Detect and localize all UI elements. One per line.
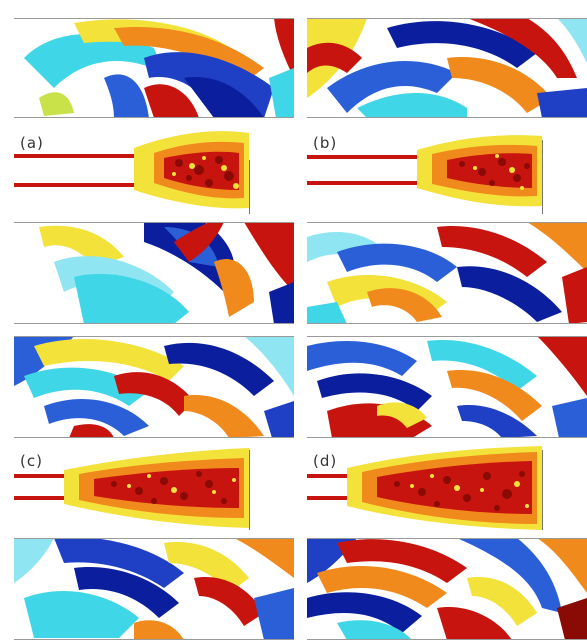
acoustic-field-c-lower [14, 538, 294, 640]
label-b: (b) [313, 134, 338, 152]
acoustic-field-a-upper [14, 18, 294, 118]
jet-a [14, 128, 254, 214]
label-a: (a) [20, 134, 44, 152]
jet-c [14, 446, 254, 530]
acoustic-field-d-upper [307, 336, 587, 438]
acoustic-field-c-upper [14, 336, 294, 438]
label-d: (d) [313, 452, 338, 470]
acoustic-field-d-lower [307, 538, 587, 640]
jet-b-outlet-line [542, 140, 543, 214]
acoustic-field-b-lower [307, 222, 587, 324]
label-c: (c) [20, 452, 43, 470]
jet-a-outlet-line [249, 160, 250, 214]
jet-d-outlet-line [542, 450, 543, 530]
acoustic-field-a-lower [14, 222, 294, 324]
jet-c-outlet-line [249, 450, 250, 530]
jet-b [307, 128, 547, 214]
acoustic-field-b-upper [307, 18, 587, 118]
jet-d [307, 446, 547, 530]
